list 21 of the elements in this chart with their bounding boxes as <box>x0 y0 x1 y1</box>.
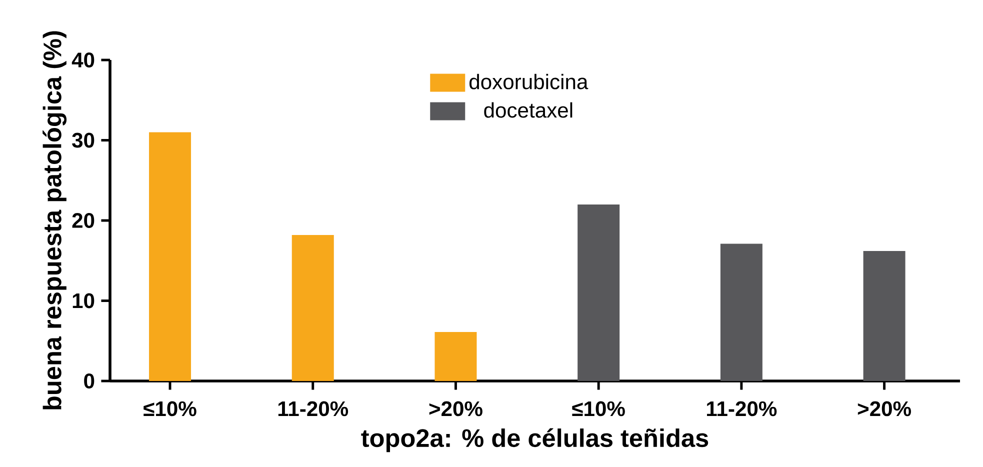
x-axis-title: topo2a: % de células teñidas <box>361 428 708 452</box>
x-tick-label: 11-20% <box>278 401 348 416</box>
x-tick-label: ≤10% <box>144 401 196 416</box>
bar <box>863 251 906 381</box>
bar <box>578 204 620 381</box>
x-tick-label: ≤10% <box>572 401 625 416</box>
bar <box>292 234 334 381</box>
legend-label: docetaxel <box>484 102 572 118</box>
bar <box>149 132 192 381</box>
y-tick-label: 40 <box>72 52 94 68</box>
x-tick-label: 11-20% <box>707 401 777 416</box>
x-tick-label: >20% <box>429 401 482 416</box>
y-axis-title: buena respuesta patológica (%) <box>42 31 67 410</box>
x-tick-label: >20% <box>858 401 911 416</box>
y-tick-label: 10 <box>72 293 94 308</box>
bar <box>720 244 762 381</box>
y-tick-label: 0 <box>84 374 94 388</box>
legend-label: doxorubicina <box>470 74 588 90</box>
y-tick-label: 20 <box>72 213 94 228</box>
bar <box>434 332 477 381</box>
y-tick-label: 30 <box>72 132 94 148</box>
